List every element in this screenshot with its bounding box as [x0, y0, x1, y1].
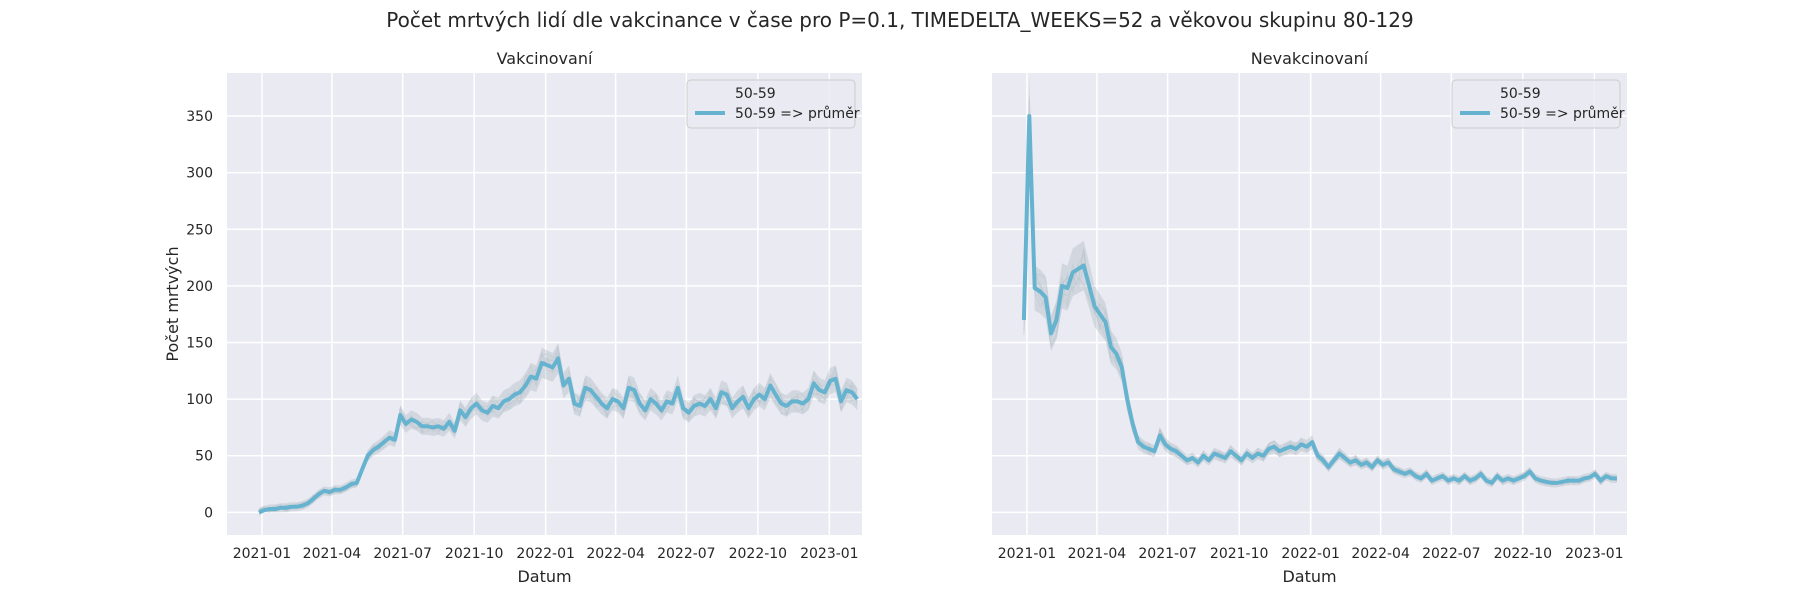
panel-2: 2021-01 2021-04 2021-07 2021-10 2022-01 2022-…: [992, 49, 1627, 586]
y-tick-label: 300: [186, 166, 213, 182]
panel-title: Vakcinovaní: [497, 49, 593, 68]
x-tick-label: 2021-01: [998, 546, 1057, 562]
legend-entry: 50-59 => průměr: [1500, 106, 1625, 122]
x-tick-label: 2021-10: [1210, 546, 1269, 562]
x-tick-label: 2021-07: [1138, 546, 1197, 562]
legend: 50-59 50-59 => průměr: [1451, 79, 1625, 129]
x-tick-label: 2022-07: [1422, 546, 1481, 562]
plot-area: [227, 73, 862, 535]
x-tick-label: 2022-10: [729, 546, 788, 562]
x-tick-label: 2021-10: [445, 546, 504, 562]
x-tick-label: 2021-01: [233, 546, 292, 562]
legend-title: 50-59: [735, 86, 776, 102]
y-tick-label: 250: [186, 222, 213, 238]
x-tick-label: 2023-01: [1565, 546, 1624, 562]
x-tick-label: 2023-01: [800, 546, 859, 562]
legend-box: [1451, 79, 1621, 129]
x-tick-label: 2021-04: [1068, 546, 1127, 562]
panel-title: Nevakcinovaní: [1251, 49, 1369, 68]
legend-box: [686, 79, 856, 129]
x-tick-label: 2022-07: [657, 546, 716, 562]
y-axis-label: Počet mrtvých: [163, 246, 182, 361]
legend-title: 50-59: [1500, 86, 1541, 102]
x-tick-label: 2021-04: [303, 546, 362, 562]
x-tick-label: 2022-04: [586, 546, 645, 562]
legend: 50-59 50-59 => průměr: [686, 79, 860, 129]
y-tick-label: 200: [186, 279, 213, 295]
legend-entry: 50-59 => průměr: [735, 106, 860, 122]
y-tick-label: 150: [186, 336, 213, 352]
plot-area: [992, 73, 1627, 535]
series-mean-line: [258, 356, 859, 515]
y-tick-label: 350: [186, 109, 213, 125]
series-mean-line: [1021, 114, 1617, 485]
x-axis-label: Datum: [1282, 567, 1336, 586]
x-axis-label: Datum: [517, 567, 571, 586]
x-tick-label: 2022-04: [1351, 546, 1410, 562]
x-tick-label: 2022-01: [516, 546, 575, 562]
x-tick-label: 2022-10: [1494, 546, 1553, 562]
y-tick-label: 0: [204, 505, 213, 521]
x-tick-label: 2021-07: [373, 546, 432, 562]
y-tick-label: 50: [195, 449, 213, 465]
y-tick-label: 100: [186, 392, 213, 408]
figure-title: Počet mrtvých lidí dle vakcinance v čase…: [386, 8, 1413, 32]
panel-1: 2021-01 2021-04 2021-07 2021-10 2022-01 2022-…: [163, 49, 862, 586]
x-tick-label: 2022-01: [1281, 546, 1340, 562]
